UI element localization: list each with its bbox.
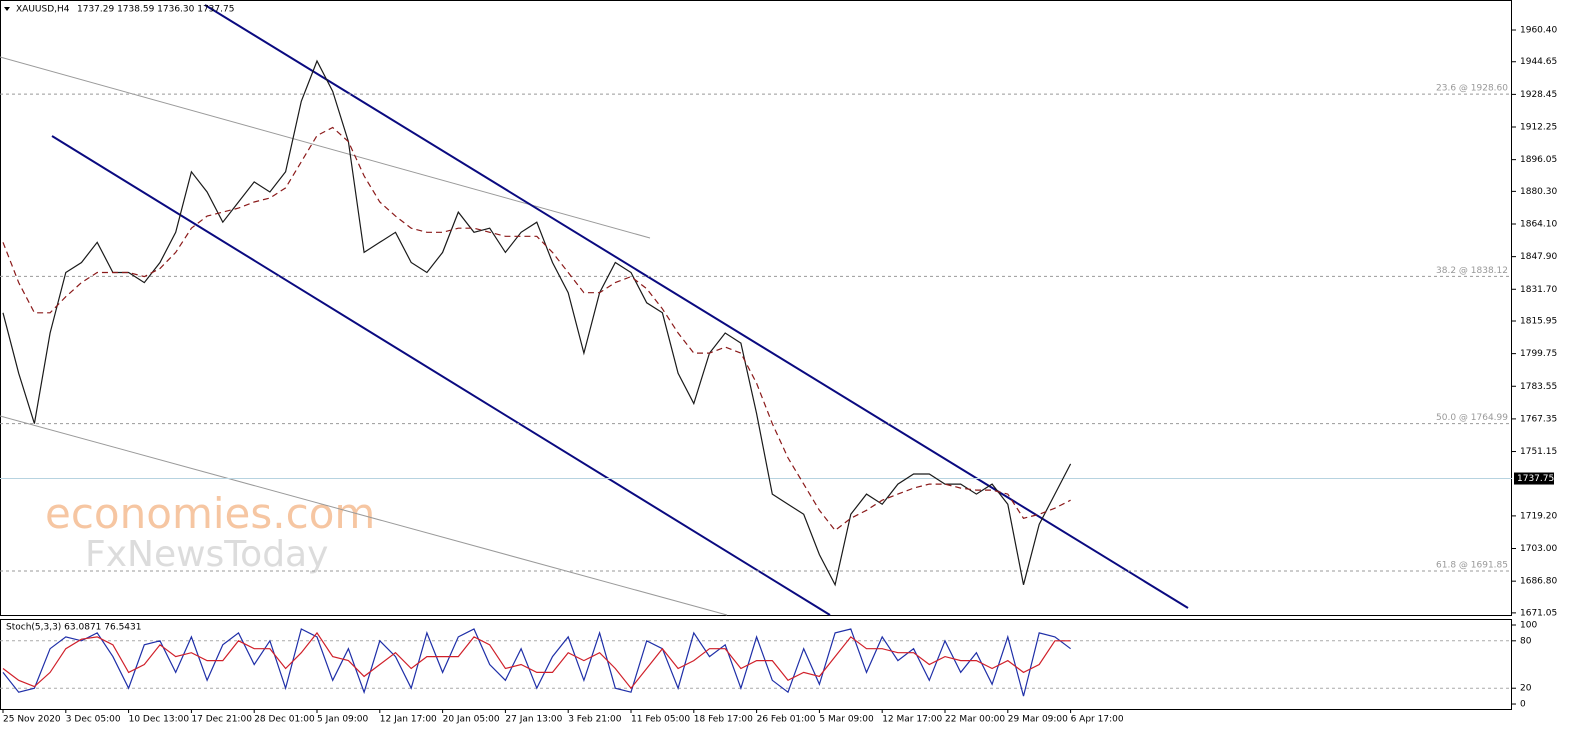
channel-line <box>51 135 831 616</box>
y-tick-label: 1831.70 <box>1520 285 1557 295</box>
y-tick-label: 100 <box>1520 621 1537 631</box>
y-tick-label: 1719.20 <box>1520 511 1557 521</box>
line <box>2 59 1072 587</box>
x-tick-label: 25 Nov 2020 <box>3 715 61 725</box>
watermark: FxNewsToday <box>85 534 328 575</box>
x-tick-label: 5 Mar 09:00 <box>819 715 874 725</box>
x-tick-label: 20 Jan 05:00 <box>443 715 500 725</box>
channel-line <box>204 4 1189 609</box>
x-tick-label: 12 Mar 17:00 <box>882 715 942 725</box>
line <box>2 126 1071 532</box>
trend-line <box>0 415 728 616</box>
y-tick-label: 1686.80 <box>1520 577 1557 587</box>
y-tick-label: 80 <box>1520 636 1532 646</box>
x-tick-label: 5 Jan 09:00 <box>317 715 369 725</box>
stoch-title: Stoch(5,3,3) 63.0871 76.5431 <box>6 623 141 633</box>
y-tick-label: 0 <box>1520 700 1526 710</box>
y-tick-label: 1783.55 <box>1520 382 1557 392</box>
line <box>2 628 1071 697</box>
watermark: economies.com <box>45 489 375 538</box>
trend-line <box>0 56 651 239</box>
y-tick-label: 1751.15 <box>1520 447 1557 457</box>
y-tick-label: 1928.45 <box>1520 90 1557 100</box>
x-tick-label: 6 Apr 17:00 <box>1071 715 1124 725</box>
y-tick-label: 1799.75 <box>1520 349 1557 359</box>
ohlc: 1737.29 1738.59 1736.30 1737.75 <box>77 5 234 15</box>
y-tick-label: 1864.10 <box>1520 220 1557 230</box>
line <box>2 631 1071 690</box>
y-tick-label: 1912.25 <box>1520 123 1557 133</box>
fib-label: 50.0 @ 1764.99 <box>1436 413 1508 423</box>
y-tick-label: 1944.65 <box>1520 57 1557 67</box>
x-tick-label: 27 Jan 13:00 <box>505 715 562 725</box>
y-tick-label: 1960.40 <box>1520 26 1557 36</box>
main-panel <box>0 0 1512 616</box>
x-tick-label: 10 Dec 13:00 <box>129 715 190 725</box>
y-tick-label: 1880.30 <box>1520 187 1557 197</box>
x-tick-label: 3 Feb 21:00 <box>568 715 622 725</box>
y-tick-label: 1671.05 <box>1520 608 1557 618</box>
x-tick-label: 17 Dec 21:00 <box>191 715 252 725</box>
drawings <box>0 4 1189 616</box>
y-tick-label: 1767.35 <box>1520 414 1557 424</box>
stoch-panel <box>0 619 1512 710</box>
y-tick-label: 1815.95 <box>1520 316 1557 326</box>
x-tick-label: 26 Feb 01:00 <box>757 715 816 725</box>
x-tick-label: 18 Feb 17:00 <box>694 715 753 725</box>
menu-arrow[interactable] <box>4 7 10 11</box>
last-price-box <box>1514 472 1554 485</box>
symbol: XAUUSD,H4 <box>16 5 70 15</box>
fib-label: 23.6 @ 1928.60 <box>1436 84 1508 94</box>
x-tick-label: 28 Dec 01:00 <box>254 715 315 725</box>
x-tick-label: 3 Dec 05:00 <box>66 715 121 725</box>
last-price-label: 1737.75 <box>1517 474 1554 484</box>
fib-label: 61.8 @ 1691.85 <box>1436 560 1508 570</box>
x-tick-label: 29 Mar 09:00 <box>1008 715 1068 725</box>
y-tick-label: 1847.90 <box>1520 252 1557 262</box>
y-tick-label: 20 <box>1520 684 1532 694</box>
y-tick-label: 1703.00 <box>1520 544 1557 554</box>
y-tick-label: 1896.05 <box>1520 155 1557 165</box>
x-tick-label: 12 Jan 17:00 <box>380 715 437 725</box>
x-tick-label: 22 Mar 00:00 <box>945 715 1005 725</box>
x-tick-label: 11 Feb 05:00 <box>631 715 690 725</box>
fib-label: 38.2 @ 1838.12 <box>1436 266 1508 276</box>
